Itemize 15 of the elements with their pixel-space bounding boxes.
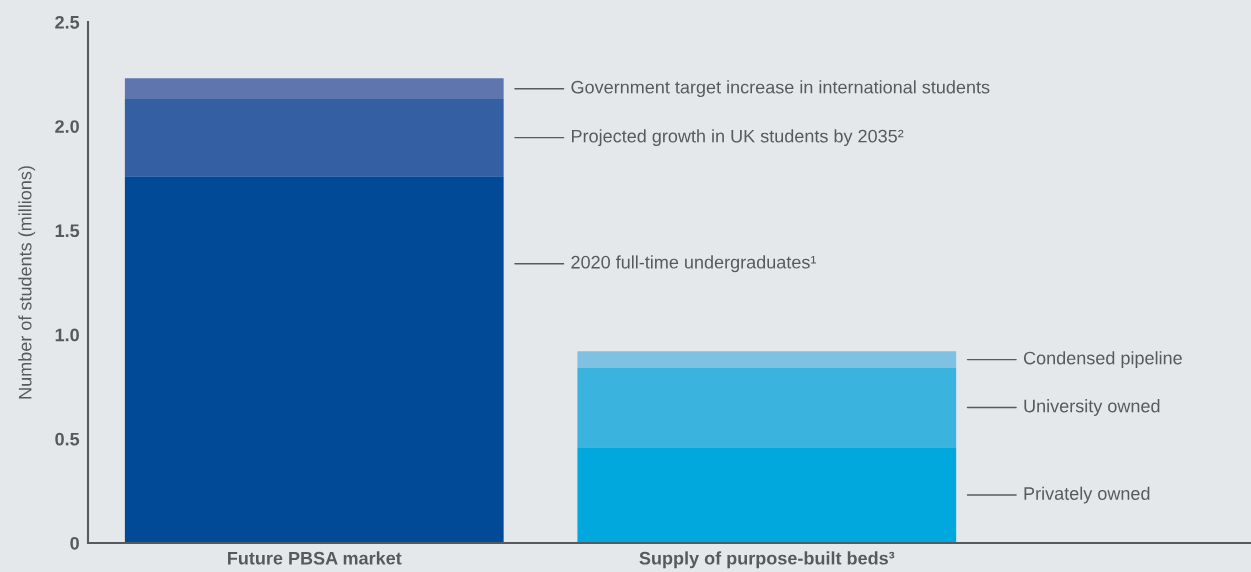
text: Privately owned xyxy=(1024,486,1150,504)
text: 2020 full-time undergraduates¹ xyxy=(571,255,817,273)
y-tick-label: 2.0 xyxy=(55,120,79,133)
y-tick-label: 0.5 xyxy=(55,432,80,446)
text: Condensed pipeline xyxy=(1023,351,1182,369)
y-axis-title: Number of students (millions) xyxy=(18,166,36,399)
x-tick-label: Supply of purpose-built beds³ xyxy=(639,551,895,569)
y-tick-label: 1.5 xyxy=(55,224,80,238)
x-tick-label: Future PBSA market xyxy=(228,551,402,565)
text: University owned xyxy=(1024,399,1160,416)
y-tick-label: 0 xyxy=(70,536,79,550)
y-tick-label: 1.0 xyxy=(55,328,79,342)
text: Government target increase in international students xyxy=(571,80,990,98)
text: Projected growth in UK students by 2035² xyxy=(572,129,904,147)
y-tick-label: 2.5 xyxy=(55,15,80,29)
